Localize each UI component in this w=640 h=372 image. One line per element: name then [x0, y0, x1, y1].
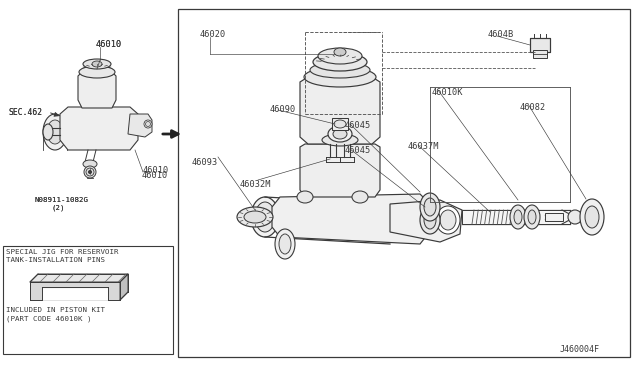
Text: N08911-1082G: N08911-1082G: [34, 197, 88, 203]
Text: 46032M: 46032M: [240, 180, 271, 189]
Text: TANK-INSTALLATION PINS: TANK-INSTALLATION PINS: [6, 257, 105, 263]
Bar: [530, 38, 550, 52]
Polygon shape: [390, 200, 462, 242]
Ellipse shape: [420, 193, 440, 221]
Text: J460004F: J460004F: [560, 346, 600, 355]
Bar: [178, 9, 630, 357]
Text: 46045: 46045: [345, 145, 371, 154]
Ellipse shape: [244, 211, 266, 223]
Text: 46045: 46045: [345, 121, 371, 129]
Text: N08911-1082G: N08911-1082G: [34, 197, 88, 203]
Ellipse shape: [528, 210, 536, 224]
Text: INCLUDED IN PISTON KIT: INCLUDED IN PISTON KIT: [6, 307, 105, 313]
Text: 46010K: 46010K: [432, 87, 463, 96]
Ellipse shape: [580, 199, 604, 235]
Ellipse shape: [318, 48, 362, 64]
Circle shape: [86, 168, 94, 176]
Ellipse shape: [333, 129, 347, 139]
Circle shape: [84, 166, 96, 178]
Polygon shape: [300, 144, 380, 197]
Text: SEC.462: SEC.462: [8, 108, 42, 116]
Ellipse shape: [255, 202, 275, 232]
Ellipse shape: [510, 205, 526, 229]
Bar: [545, 213, 563, 221]
Ellipse shape: [237, 207, 273, 227]
Text: 4604B: 4604B: [488, 29, 515, 38]
Ellipse shape: [43, 114, 67, 150]
Polygon shape: [30, 282, 120, 300]
Ellipse shape: [304, 67, 376, 87]
Bar: [462, 210, 570, 224]
Text: SPECIAL JIG FOR RESERVOIR: SPECIAL JIG FOR RESERVOIR: [6, 249, 118, 255]
Polygon shape: [120, 274, 128, 300]
Text: 46020: 46020: [200, 29, 227, 38]
Polygon shape: [128, 114, 152, 137]
Polygon shape: [272, 194, 428, 244]
Text: 46090: 46090: [270, 105, 296, 113]
Text: 46037M: 46037M: [408, 141, 440, 151]
Ellipse shape: [275, 229, 295, 259]
Text: 46010: 46010: [96, 39, 122, 48]
Ellipse shape: [328, 126, 352, 142]
Polygon shape: [30, 274, 128, 282]
Text: 46082: 46082: [520, 103, 547, 112]
Ellipse shape: [83, 59, 111, 69]
Ellipse shape: [524, 205, 540, 229]
Polygon shape: [300, 77, 380, 144]
Ellipse shape: [43, 124, 53, 140]
Ellipse shape: [514, 210, 522, 224]
Polygon shape: [42, 288, 108, 300]
Ellipse shape: [424, 198, 436, 216]
Ellipse shape: [313, 53, 367, 71]
Ellipse shape: [279, 234, 291, 254]
Ellipse shape: [424, 211, 436, 229]
Text: (PART CODE 46010K ): (PART CODE 46010K ): [6, 316, 92, 322]
Text: 46010: 46010: [142, 170, 168, 180]
Ellipse shape: [352, 191, 368, 203]
Ellipse shape: [79, 66, 115, 78]
Bar: [3, 246, 173, 354]
Ellipse shape: [334, 48, 346, 56]
Text: 46010: 46010: [96, 39, 122, 48]
Circle shape: [145, 122, 150, 126]
Text: 46010: 46010: [143, 166, 169, 174]
Text: SEC.462: SEC.462: [8, 108, 42, 116]
Ellipse shape: [440, 210, 456, 230]
Ellipse shape: [322, 134, 358, 146]
Ellipse shape: [297, 191, 313, 203]
Bar: [332, 118, 348, 130]
Ellipse shape: [83, 160, 97, 168]
Ellipse shape: [436, 206, 460, 234]
Polygon shape: [78, 72, 116, 108]
Ellipse shape: [334, 120, 346, 128]
Ellipse shape: [420, 206, 440, 234]
Bar: [533, 50, 547, 58]
Ellipse shape: [310, 62, 370, 78]
Text: (2): (2): [51, 205, 65, 211]
Circle shape: [568, 210, 582, 224]
Polygon shape: [60, 107, 138, 150]
Ellipse shape: [92, 61, 102, 67]
Text: (2): (2): [51, 205, 65, 211]
Bar: [530, 38, 550, 52]
Text: 46093: 46093: [192, 157, 218, 167]
Ellipse shape: [585, 206, 599, 228]
Ellipse shape: [251, 197, 279, 237]
Circle shape: [144, 120, 152, 128]
Circle shape: [88, 170, 92, 173]
Ellipse shape: [47, 120, 63, 144]
